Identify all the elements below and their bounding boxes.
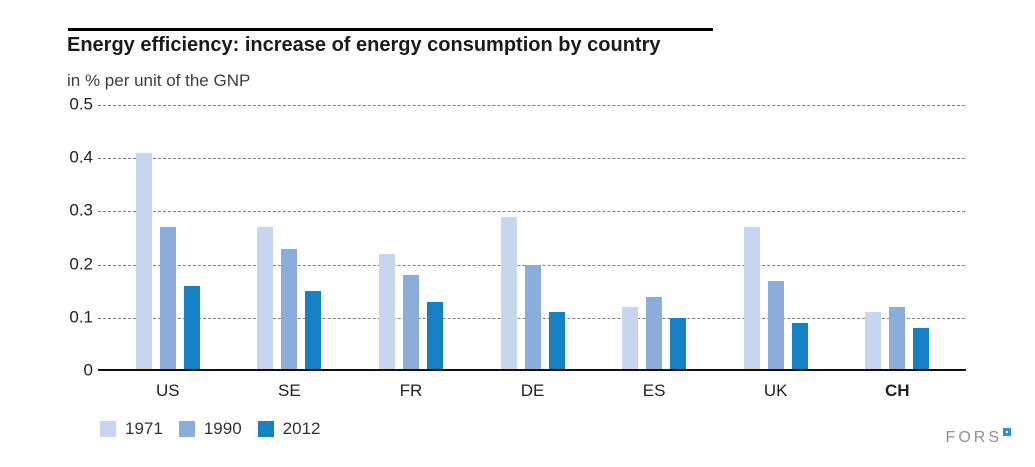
bar-group-es xyxy=(593,105,715,371)
gridline-0.5 xyxy=(98,105,965,106)
title-rule xyxy=(68,28,713,31)
legend-label-2012: 2012 xyxy=(282,419,321,438)
bar-es-2012 xyxy=(670,317,687,371)
x-axis-label-uk: UK xyxy=(763,381,788,400)
bar-groups xyxy=(107,105,958,371)
bar-group-uk xyxy=(715,105,837,371)
y-tick-label-0.2: 0.2 xyxy=(69,254,93,274)
bar-se-2012 xyxy=(305,291,322,371)
bar-us-1990 xyxy=(159,227,176,371)
bar-se-1971 xyxy=(257,227,274,371)
legend-label-1990: 1990 xyxy=(203,419,242,438)
bar-uk-1971 xyxy=(743,227,760,371)
y-tick-label-0.5: 0.5 xyxy=(69,94,93,114)
bar-group-us xyxy=(107,105,229,371)
legend-item-1971: 1971 xyxy=(100,419,163,439)
bar-fr-1971 xyxy=(378,253,395,371)
bar-us-2012 xyxy=(183,285,200,371)
fors-logo-text: FORS xyxy=(945,429,1002,446)
y-tick-label-0.3: 0.3 xyxy=(69,200,93,220)
bar-es-1990 xyxy=(646,296,663,371)
bar-se-1990 xyxy=(281,248,298,371)
bar-de-1971 xyxy=(500,216,517,371)
bar-de-2012 xyxy=(548,312,565,371)
x-axis-label-ch: CH xyxy=(884,381,910,400)
gridline-0.3 xyxy=(98,211,965,213)
y-tick-label-0: 0 xyxy=(83,360,93,380)
bar-de-1990 xyxy=(524,264,541,371)
x-axis-label-fr: FR xyxy=(399,381,423,400)
y-axis-labels: 0 0.1 0.2 0.3 0.4 0.5 xyxy=(50,95,93,380)
fors-logo-square-icon xyxy=(1003,428,1011,436)
x-axis-label-de: DE xyxy=(520,381,545,400)
legend-swatch-1971 xyxy=(100,421,116,437)
bar-ch-1971 xyxy=(865,312,882,371)
bar-us-1971 xyxy=(135,152,152,371)
x-axis-labels: US SE FR DE ES UK CH xyxy=(107,381,958,401)
bar-ch-2012 xyxy=(913,328,930,371)
bar-group-se xyxy=(229,105,351,371)
legend-label-1971: 1971 xyxy=(125,419,163,438)
x-axis-label-es: ES xyxy=(642,381,666,400)
x-axis-label-se: SE xyxy=(278,381,301,400)
bar-uk-2012 xyxy=(791,323,808,371)
legend-item-2012: 2012 xyxy=(257,419,321,439)
legend-swatch-2012 xyxy=(257,421,274,437)
bar-group-de xyxy=(472,105,594,371)
legend-swatch-1990 xyxy=(178,421,195,437)
bar-group-ch xyxy=(836,105,958,371)
chart-title: Energy efficiency: increase of energy co… xyxy=(67,34,661,56)
bar-fr-1990 xyxy=(402,275,419,371)
bar-es-1971 xyxy=(622,307,639,371)
bar-ch-1990 xyxy=(889,307,906,371)
legend-item-1990: 1990 xyxy=(178,419,242,439)
y-tick-label-0.1: 0.1 xyxy=(69,307,93,327)
gridline-0.4 xyxy=(98,158,965,160)
chart-legend: 1971 1990 2012 xyxy=(100,419,320,439)
y-tick-label-0.4: 0.4 xyxy=(69,147,93,167)
fors-logo: FORS xyxy=(945,428,1011,447)
x-axis-line xyxy=(98,369,966,371)
bar-fr-2012 xyxy=(426,301,443,371)
chart-subtitle: in % per unit of the GNP xyxy=(67,71,251,90)
bar-uk-1990 xyxy=(767,280,784,371)
bar-group-fr xyxy=(350,105,472,371)
x-axis-label-us: US xyxy=(155,381,180,400)
